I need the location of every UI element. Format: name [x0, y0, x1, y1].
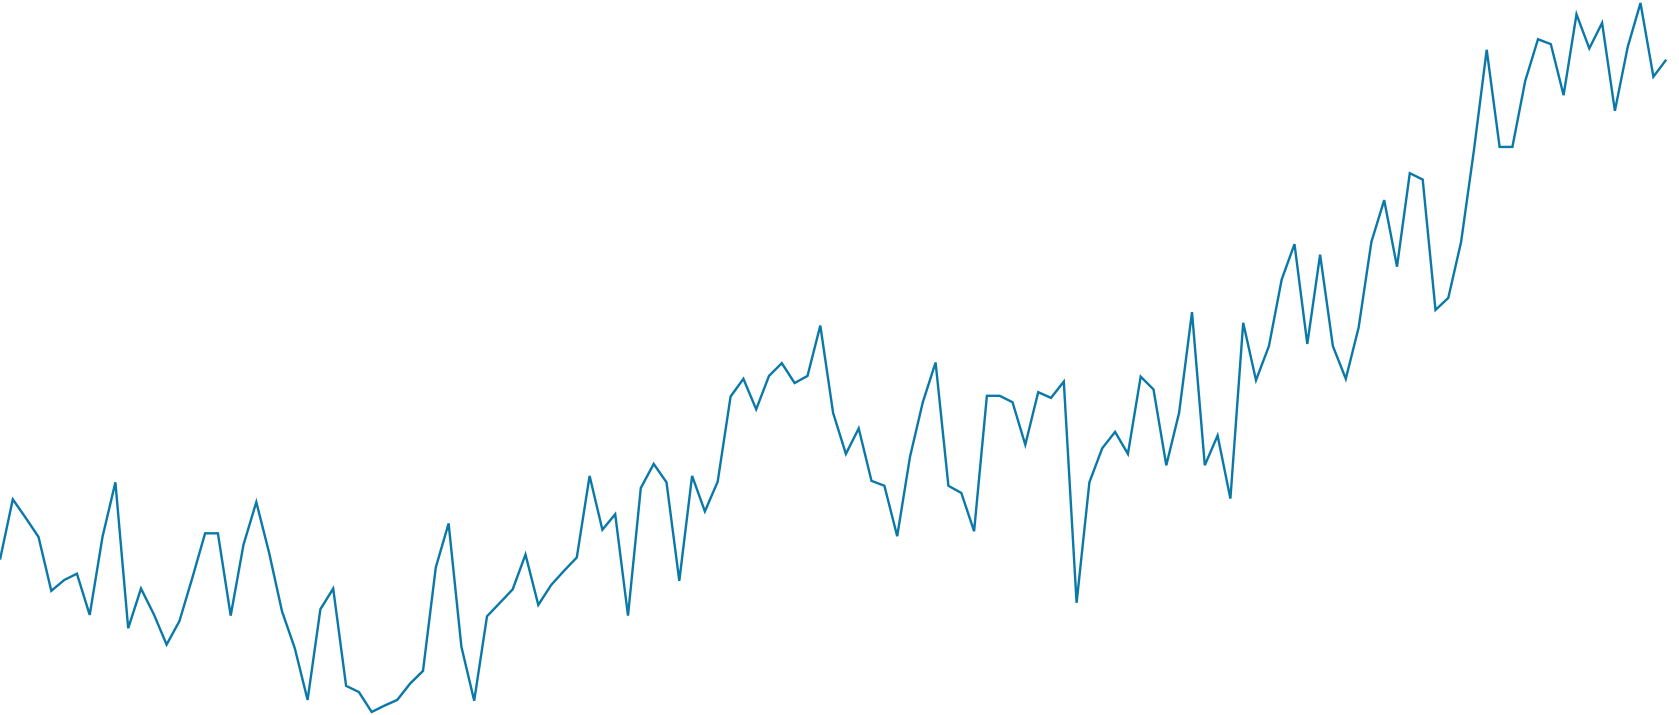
line-chart — [0, 2, 1668, 714]
series-layer — [0, 2, 1668, 714]
series-line-1 — [0, 2, 1668, 714]
chart-svg — [0, 2, 1668, 714]
